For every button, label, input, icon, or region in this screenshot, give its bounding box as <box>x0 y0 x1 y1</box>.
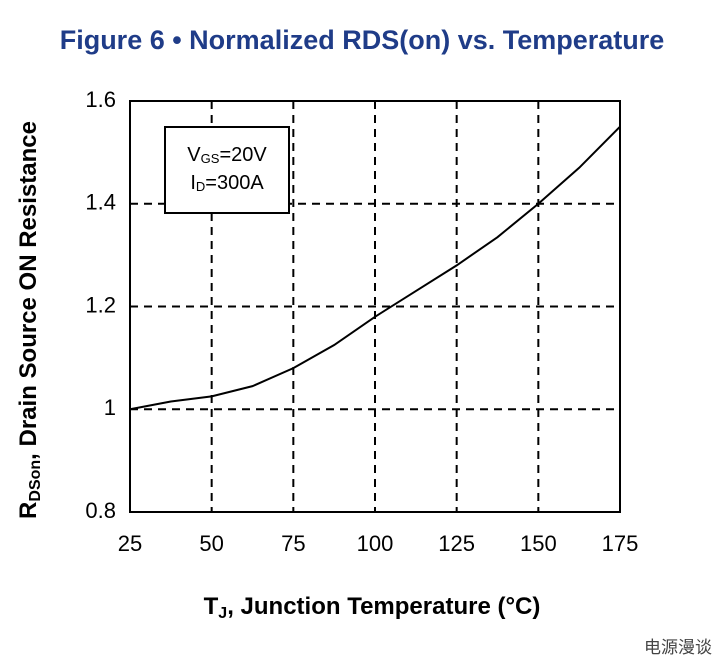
plot-frame <box>129 100 621 513</box>
x-label-sub: J <box>218 605 227 622</box>
annotation-main: V <box>187 144 201 166</box>
y-tick-label: 0.8 <box>85 498 116 523</box>
annotation-box <box>164 126 290 214</box>
x-tick-label: 75 <box>281 531 305 556</box>
x-tick-label: 100 <box>357 531 394 556</box>
annotation-rest: =20V <box>219 144 267 166</box>
annotation-rest: =300A <box>205 172 264 194</box>
x-tick-label: 125 <box>438 531 475 556</box>
line <box>129 125 621 411</box>
y-label-rest: , Drain Source ON Resistance <box>15 121 42 460</box>
y-label-main: R <box>15 502 42 519</box>
annotation-line: VGS=20V <box>187 144 267 166</box>
chart-title: Figure 6 • Normalized RDS(on) vs. Temper… <box>60 25 665 55</box>
y-tick-label: 1.2 <box>85 292 116 317</box>
x-tick-label: 25 <box>118 531 142 556</box>
x-tick-label: 150 <box>520 531 557 556</box>
y-tick-label: 1.6 <box>85 87 116 112</box>
y-label-sub: DSon <box>27 460 44 502</box>
y-tick-label: 1 <box>104 395 116 420</box>
x-axis-label: TJ, Junction Temperature (°C) <box>204 593 541 622</box>
annotation-line: ID=300A <box>190 172 264 194</box>
x-label-main: T <box>204 593 219 620</box>
annotation-sub: D <box>196 179 205 194</box>
y-axis-label: RDSon, Drain Source ON Resistance <box>15 121 44 519</box>
x-label-rest: , Junction Temperature (°C) <box>227 593 540 620</box>
x-tick-label: 175 <box>602 531 639 556</box>
watermark: 电源漫谈 <box>644 638 712 658</box>
y-tick-label: 1.4 <box>85 190 116 215</box>
annotation-main: I <box>190 172 196 194</box>
x-tick-label: 50 <box>199 531 223 556</box>
annotation-sub: GS <box>201 151 220 166</box>
